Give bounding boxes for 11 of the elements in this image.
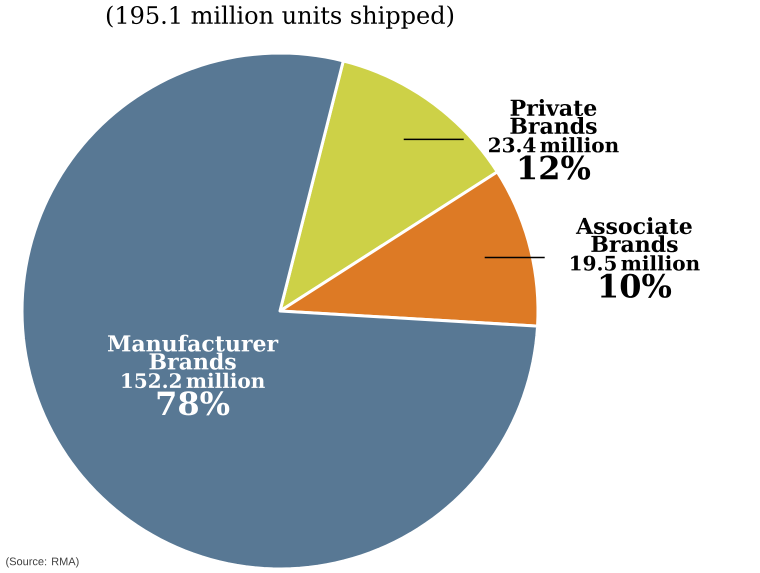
data-label: 23.4 million xyxy=(489,137,619,153)
slice-label: Associate Brands xyxy=(576,217,692,252)
data-label: 152.2 million xyxy=(122,372,265,388)
chart-title: (195.1 million units shipped) xyxy=(106,6,454,29)
data-label: 19.5 million xyxy=(571,255,700,271)
text: (Source: RMA) xyxy=(6,557,79,568)
text: 78% xyxy=(158,391,230,416)
text: 12% xyxy=(520,156,590,180)
text: 10% xyxy=(600,274,672,298)
slice-label: Private Brands xyxy=(510,99,597,134)
slice-label: Manufacturer Brands xyxy=(108,334,278,370)
